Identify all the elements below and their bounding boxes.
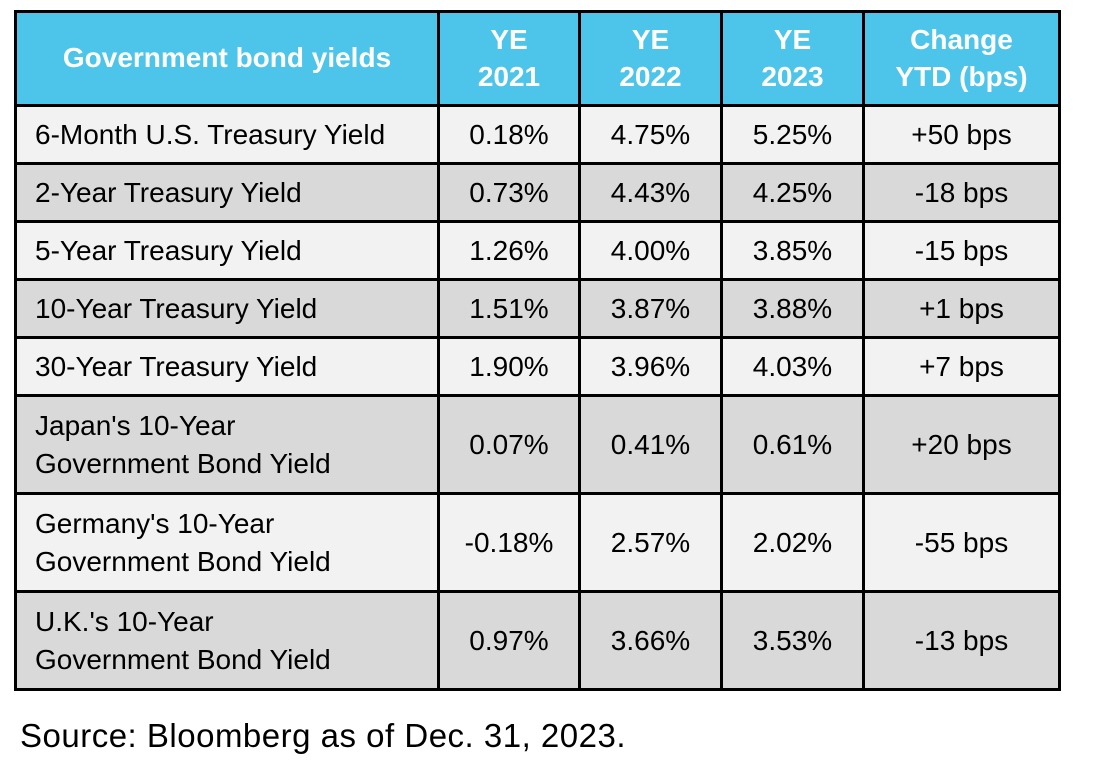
value-cell-ye2021: 0.18%: [437, 104, 581, 165]
value-cell-ye2021: 0.73%: [437, 162, 581, 223]
row-label-cell: Germany's 10-Year Government Bond Yield: [14, 492, 440, 593]
source-note: Source: Bloomberg as of Dec. 31, 2023.: [20, 717, 627, 754]
value-cell-change-ytd: -13 bps: [862, 590, 1061, 691]
table-row: 2-Year Treasury Yield 0.73% 4.43% 4.25% …: [14, 162, 1061, 223]
value-cell-ye2023: 5.25%: [720, 104, 865, 165]
value-cell-change-ytd: -15 bps: [862, 220, 1061, 281]
value-cell-ye2022: 4.75%: [578, 104, 723, 165]
header-cell-ye-2023: YE 2023: [720, 10, 865, 107]
value-cell-ye2021: 1.51%: [437, 278, 581, 339]
value-cell-change-ytd: +20 bps: [862, 394, 1061, 495]
value-cell-ye2021: 1.26%: [437, 220, 581, 281]
value-cell-ye2022: 4.43%: [578, 162, 723, 223]
value-cell-change-ytd: +7 bps: [862, 336, 1061, 397]
row-label-cell: Japan's 10-Year Government Bond Yield: [14, 394, 440, 495]
value-cell-ye2021: 1.90%: [437, 336, 581, 397]
table-header-row: Government bond yields YE 2021 YE 2022 Y…: [14, 10, 1061, 107]
table-row: 5-Year Treasury Yield 1.26% 4.00% 3.85% …: [14, 220, 1061, 281]
row-label-cell: 2-Year Treasury Yield: [14, 162, 440, 223]
row-label-cell: 5-Year Treasury Yield: [14, 220, 440, 281]
value-cell-ye2022: 2.57%: [578, 492, 723, 593]
value-cell-ye2022: 4.00%: [578, 220, 723, 281]
header-cell-government-bond-yields: Government bond yields: [14, 10, 440, 107]
value-cell-change-ytd: -55 bps: [862, 492, 1061, 593]
row-label-cell: 10-Year Treasury Yield: [14, 278, 440, 339]
value-cell-ye2022: 3.66%: [578, 590, 723, 691]
table-row: 30-Year Treasury Yield 1.90% 3.96% 4.03%…: [14, 336, 1061, 397]
value-cell-ye2023: 3.85%: [720, 220, 865, 281]
bond-yields-table: Government bond yields YE 2021 YE 2022 Y…: [14, 10, 1061, 691]
value-cell-change-ytd: -18 bps: [862, 162, 1061, 223]
value-cell-ye2021: 0.07%: [437, 394, 581, 495]
value-cell-ye2023: 2.02%: [720, 492, 865, 593]
value-cell-ye2023: 4.03%: [720, 336, 865, 397]
value-cell-change-ytd: +50 bps: [862, 104, 1061, 165]
value-cell-ye2023: 3.53%: [720, 590, 865, 691]
header-cell-change-ytd: Change YTD (bps): [862, 10, 1061, 107]
value-cell-ye2022: 3.87%: [578, 278, 723, 339]
value-cell-ye2021: 0.97%: [437, 590, 581, 691]
table-row: 6-Month U.S. Treasury Yield 0.18% 4.75% …: [14, 104, 1061, 165]
table-row: U.K.'s 10-Year Government Bond Yield 0.9…: [14, 590, 1061, 691]
table-row: Japan's 10-Year Government Bond Yield 0.…: [14, 394, 1061, 495]
value-cell-change-ytd: +1 bps: [862, 278, 1061, 339]
value-cell-ye2022: 0.41%: [578, 394, 723, 495]
table-row: 10-Year Treasury Yield 1.51% 3.87% 3.88%…: [14, 278, 1061, 339]
value-cell-ye2021: -0.18%: [437, 492, 581, 593]
value-cell-ye2023: 3.88%: [720, 278, 865, 339]
value-cell-ye2023: 0.61%: [720, 394, 865, 495]
value-cell-ye2023: 4.25%: [720, 162, 865, 223]
table-row: Germany's 10-Year Government Bond Yield …: [14, 492, 1061, 593]
value-cell-ye2022: 3.96%: [578, 336, 723, 397]
row-label-cell: 30-Year Treasury Yield: [14, 336, 440, 397]
header-cell-ye-2022: YE 2022: [578, 10, 723, 107]
row-label-cell: 6-Month U.S. Treasury Yield: [14, 104, 440, 165]
header-cell-ye-2021: YE 2021: [437, 10, 581, 107]
row-label-cell: U.K.'s 10-Year Government Bond Yield: [14, 590, 440, 691]
